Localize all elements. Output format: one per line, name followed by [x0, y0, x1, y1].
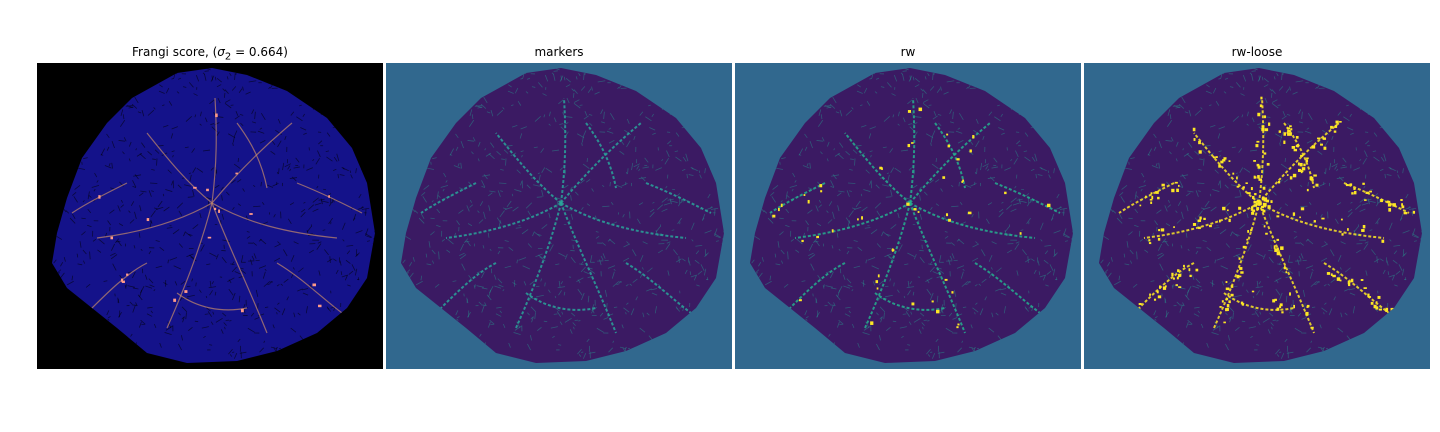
panel-title: rw — [900, 45, 916, 59]
markers-panel: markers — [386, 0, 732, 432]
panel-title: rw-loose — [1231, 45, 1283, 59]
panel-title: markers — [534, 45, 584, 59]
sigma-symbol: σ — [217, 45, 225, 59]
vessel-network — [71, 97, 363, 334]
sigma-subscript: 2 — [224, 51, 232, 63]
vessel-network — [420, 97, 712, 334]
rw-panel: rw — [735, 0, 1081, 432]
rw-loose-image — [1084, 63, 1430, 369]
vessel-network — [769, 97, 1061, 334]
tissue-region — [52, 68, 375, 363]
tissue-region — [1099, 68, 1422, 363]
tissue-region — [750, 68, 1073, 363]
rw-image — [735, 63, 1081, 369]
frangi-image — [37, 63, 383, 369]
rw-loose-panel: rw-loose — [1084, 0, 1430, 432]
markers-image — [386, 63, 732, 369]
tissue-region — [401, 68, 724, 363]
vessel-network — [1118, 96, 1416, 334]
panel-title: Frangi score, (σ2 = 0.664) — [132, 45, 288, 63]
frangi-panel: Frangi score, (σ2 = 0.664) — [37, 0, 383, 432]
